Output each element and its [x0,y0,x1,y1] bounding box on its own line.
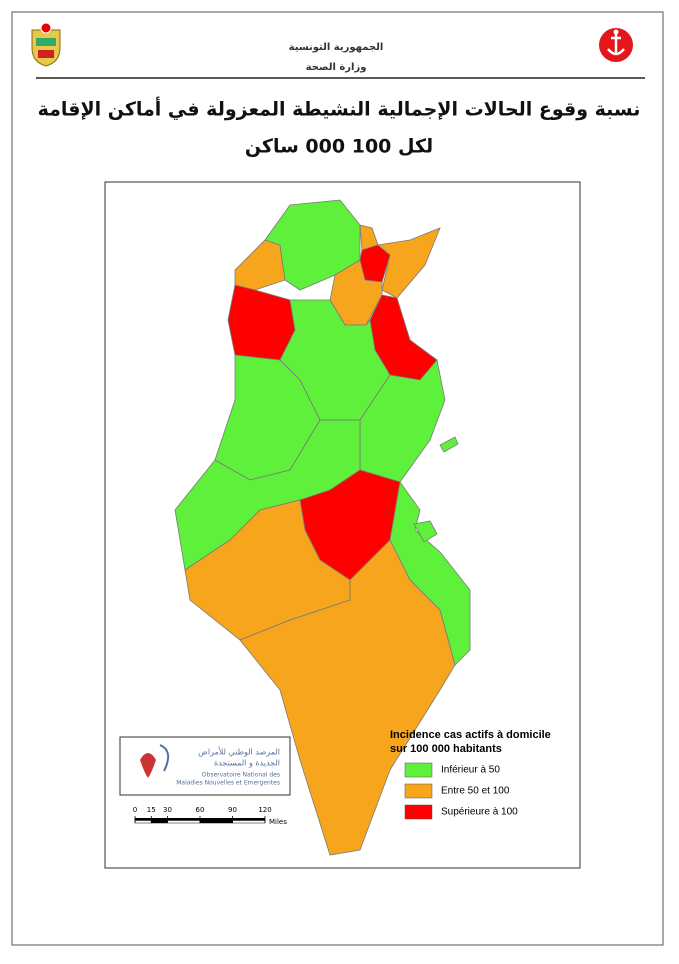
legend-title: Incidence cas actifs à domicile [390,729,551,741]
scale-segment [232,818,265,821]
scale-label: 0 [133,806,137,814]
logo-text: Maladies Nouvelles et Emergentes [176,780,280,787]
scale-label: 30 [163,806,172,814]
legend-label: Entre 50 et 100 [441,786,510,797]
logo-icon [140,753,156,778]
logo-icon [159,744,170,772]
scale-label: 120 [258,806,271,814]
scale-segment [134,820,152,824]
legend-label: Supérieure à 100 [441,807,518,818]
scale-segment [167,818,200,821]
logo-text: المرصد الوطني للأمراض [198,747,280,757]
logo-text: Observatoire National des [202,772,280,779]
region [377,227,441,299]
scale-segment [200,818,233,821]
scale-segment [151,818,168,821]
observatory-logo: المرصد الوطني للأمراض الجديدة و المستجدة… [119,736,291,796]
scale-label: 90 [228,806,237,814]
region [413,520,438,543]
legend-swatch [404,783,433,799]
region [184,499,351,641]
scale-bar: 0 15 30 60 90 120 Miles [133,806,287,826]
ministry-logo [599,28,633,62]
header-line: الجمهورية التونسية [289,42,384,53]
scale-segment [151,820,168,824]
scale-label: 60 [196,806,205,814]
scale-label: 15 [147,806,156,814]
emblem [31,22,61,67]
header-line: وزارة الصحة [306,62,367,73]
region [439,436,459,453]
logo-text: الجديدة و المستجدة [214,759,280,768]
scale-unit: Miles [269,818,287,826]
scale-segment [199,820,233,824]
legend-title: sur 100 000 habitants [390,743,502,755]
legend: Inférieur à 50 Entre 50 et 100 Supérieure … [404,762,518,820]
scale-segment [135,818,152,821]
legend-swatch [404,762,433,778]
scale-segment [232,820,266,824]
title: نسبة وقوع الحالات الإجمالية النشيطة المع… [38,97,641,121]
legend-label: Inférieur à 50 [441,765,500,776]
title: لكل 100 000 ساكن [245,136,433,158]
region [239,539,456,856]
map [174,199,471,856]
legend-swatch [404,804,433,820]
scale-segment [167,820,201,824]
